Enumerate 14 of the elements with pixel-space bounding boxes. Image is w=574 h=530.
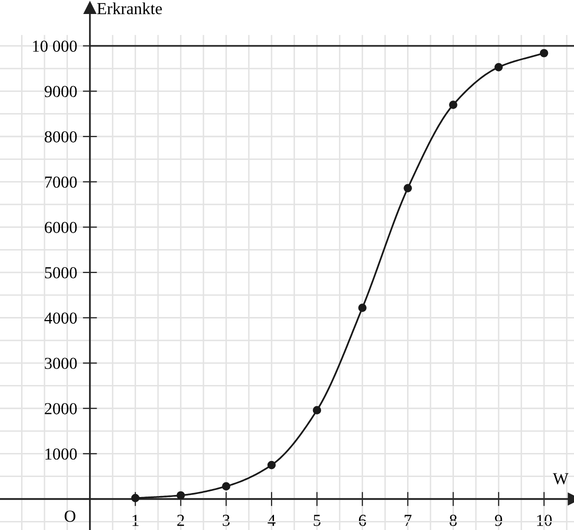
y-tick-label: 1000 — [46, 448, 77, 460]
y-tick-label: 4000 — [44, 312, 77, 324]
x-tick-label: 2 — [177, 514, 184, 526]
y-tick-label: 9000 — [44, 86, 77, 98]
annotation: O — [64, 510, 76, 522]
y-tick-label: 7000 — [45, 176, 77, 188]
y-tick-label: 10 000 — [33, 40, 77, 52]
y-tick-label: 8000 — [44, 131, 77, 142]
y-tick-label: 6000 — [44, 222, 77, 234]
y-tick-label: 5000 — [45, 267, 77, 278]
y-tick-label: 2000 — [44, 403, 77, 414]
y-axis-title: Erkrankte — [97, 2, 162, 14]
x-axis-title: W — [552, 473, 569, 484]
y-tick-label: 3000 — [44, 358, 77, 370]
